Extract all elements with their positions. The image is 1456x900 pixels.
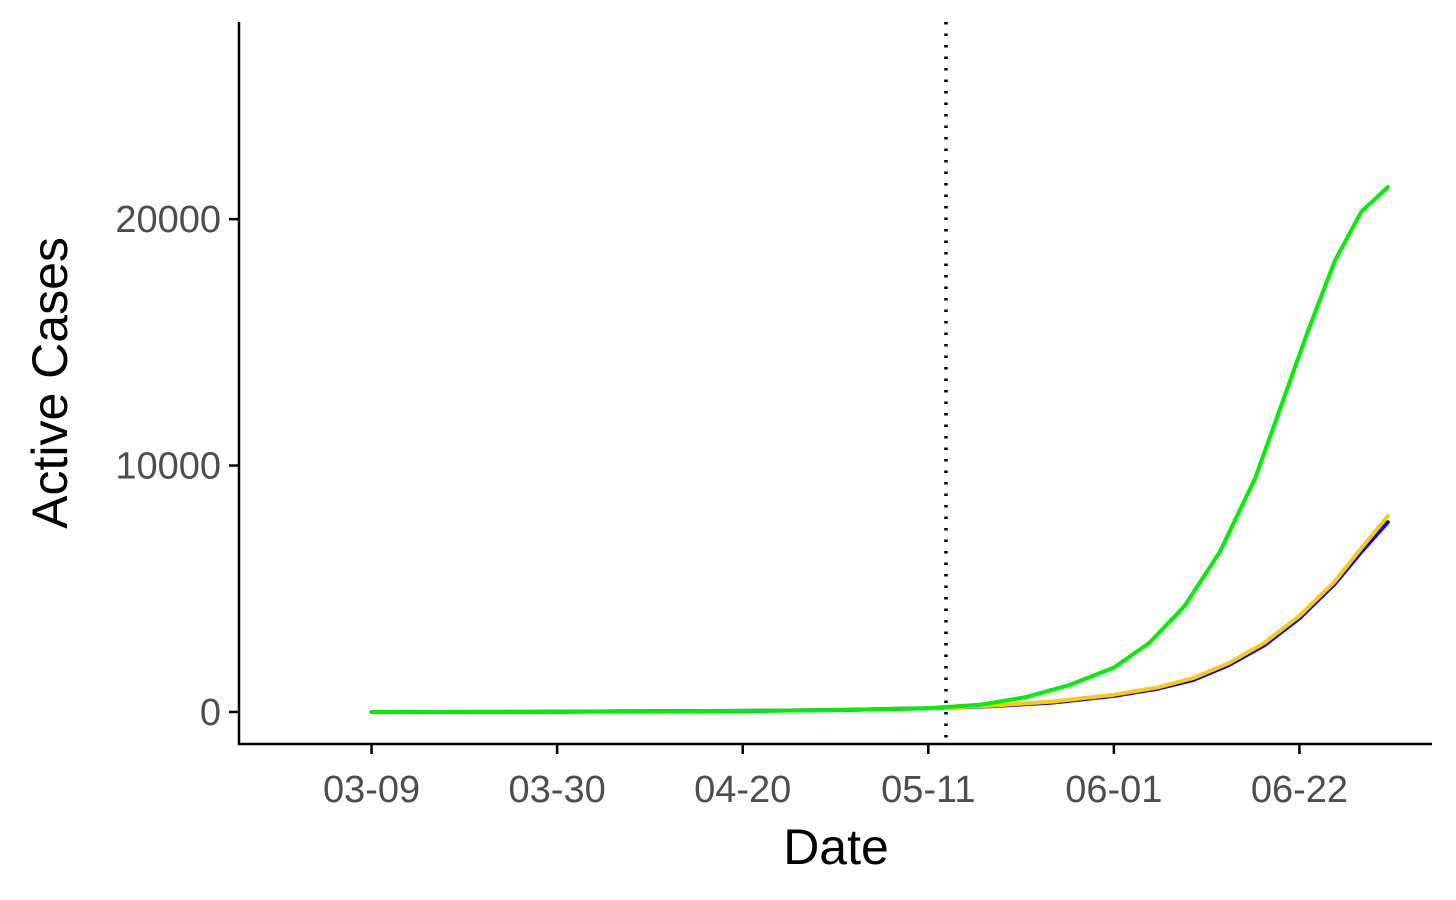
x-tick-label: 06-22: [1251, 769, 1348, 811]
x-axis-ticks: 03-09 03-30 04-20 05-11 06-01 06-22: [323, 744, 1348, 811]
y-axis-title: Active Cases: [22, 237, 78, 529]
series-line-1: [369, 520, 1390, 714]
y-axis-ticks: 0 10000 20000: [115, 199, 239, 734]
x-tick-label: 05-11: [881, 769, 975, 811]
y-tick-label: 10000: [115, 446, 221, 488]
y-tick-label: 0: [200, 692, 221, 734]
x-axis-title: Date: [783, 819, 889, 875]
x-tick-label: 04-20: [694, 769, 791, 811]
x-tick-label: 03-09: [323, 769, 420, 811]
series-line-2: [926, 514, 1390, 711]
x-tick-label: 06-01: [1065, 769, 1162, 811]
axes: [237, 22, 1432, 746]
plot-area: [369, 22, 1390, 744]
series-line-3: [369, 185, 1390, 714]
x-tick-label: 03-30: [509, 769, 606, 811]
y-tick-label: 20000: [115, 199, 221, 241]
